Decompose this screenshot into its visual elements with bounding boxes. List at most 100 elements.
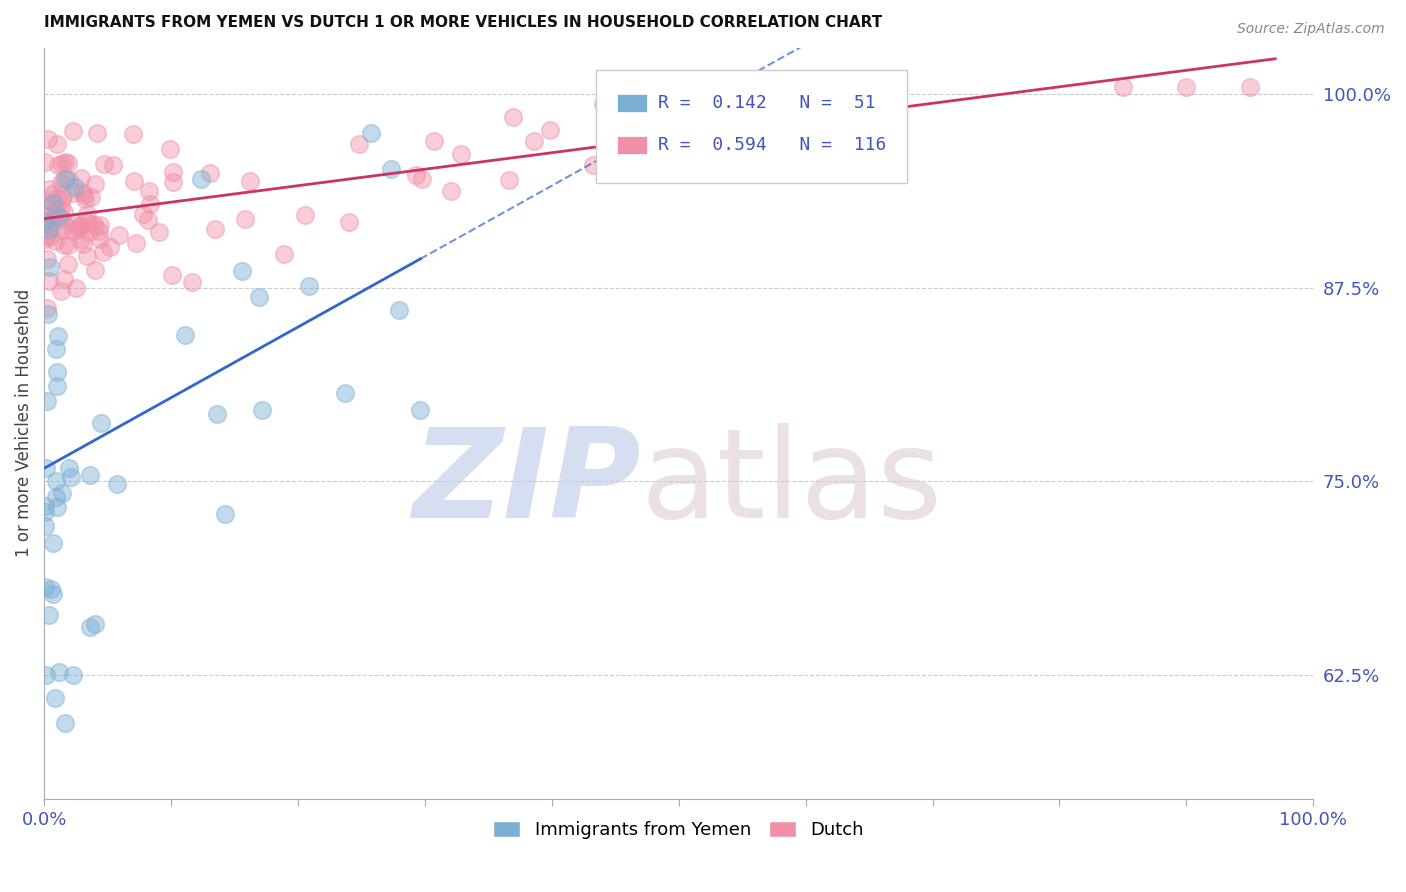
Point [38,274,60,288]
Point [538,123,561,137]
Point [38,217,60,231]
Point [498,172,520,186]
Point [39,182,62,196]
Point [138,184,160,198]
Point [34,499,56,513]
Point [89,218,111,232]
Point [582,158,605,172]
Point [200,166,222,180]
Point [148,225,170,239]
Point [37,252,59,266]
Point [65,281,87,295]
FancyBboxPatch shape [616,136,647,154]
Point [58,460,80,475]
Point [76,207,98,221]
Point [231,264,253,278]
Point [647,90,669,104]
Point [44,235,66,249]
Point [38,224,60,238]
Point [51,211,73,226]
Point [405,168,427,182]
Point [46,500,69,515]
Point [86,126,108,140]
Point [69,219,91,233]
Point [69,171,91,186]
Point [45,342,67,356]
Point [339,214,361,228]
Point [46,158,69,172]
Point [214,508,236,522]
Point [159,142,181,156]
Point [37,307,59,321]
Point [714,156,737,170]
Point [56,238,79,252]
Point [79,226,101,240]
Point [1112,79,1135,94]
Point [162,175,184,189]
Point [181,275,204,289]
Point [42,535,65,549]
Point [55,172,77,186]
Text: IMMIGRANTS FROM YEMEN VS DUTCH 1 OR MORE VEHICLES IN HOUSEHOLD CORRELATION CHART: IMMIGRANTS FROM YEMEN VS DUTCH 1 OR MORE… [44,15,883,30]
Point [162,164,184,178]
Point [62,224,84,238]
Point [38,228,60,243]
Point [38,607,60,622]
Point [84,219,107,233]
Point [204,222,226,236]
Point [83,177,105,191]
Point [52,189,75,203]
Point [1175,79,1198,94]
Point [523,134,546,148]
Point [73,188,96,202]
Point [42,587,65,601]
Point [45,474,67,488]
Point [105,476,128,491]
Point [84,616,107,631]
Point [58,172,80,186]
Point [39,260,62,274]
Point [51,222,73,236]
Point [160,268,183,282]
Point [53,218,76,232]
Point [59,469,82,483]
Point [93,157,115,171]
Point [731,127,754,141]
Point [80,217,103,231]
Point [34,460,56,475]
Point [62,124,84,138]
Point [62,186,84,200]
FancyBboxPatch shape [616,94,647,112]
Point [34,154,56,169]
Point [76,216,98,230]
Point [51,284,73,298]
Point [174,327,197,342]
Point [75,192,97,206]
Point [69,219,91,233]
Point [35,394,58,409]
Point [41,187,63,202]
Point [51,157,73,171]
Text: R =  0.594   N =  116: R = 0.594 N = 116 [658,136,887,154]
Point [34,580,56,594]
Point [42,195,65,210]
Point [38,222,60,236]
Point [35,199,58,213]
Text: atlas: atlas [641,423,943,544]
Point [62,216,84,230]
Point [56,257,79,271]
Point [599,153,621,167]
Point [45,201,67,215]
Point [103,157,125,171]
Point [79,620,101,634]
Point [333,386,356,401]
Point [34,215,56,229]
Legend: Immigrants from Yemen, Dutch: Immigrants from Yemen, Dutch [486,814,872,847]
Point [298,279,321,293]
Point [633,101,655,115]
Point [98,240,121,254]
Point [52,238,75,252]
Point [83,263,105,277]
Point [45,205,67,219]
Text: ZIP: ZIP [412,423,641,544]
